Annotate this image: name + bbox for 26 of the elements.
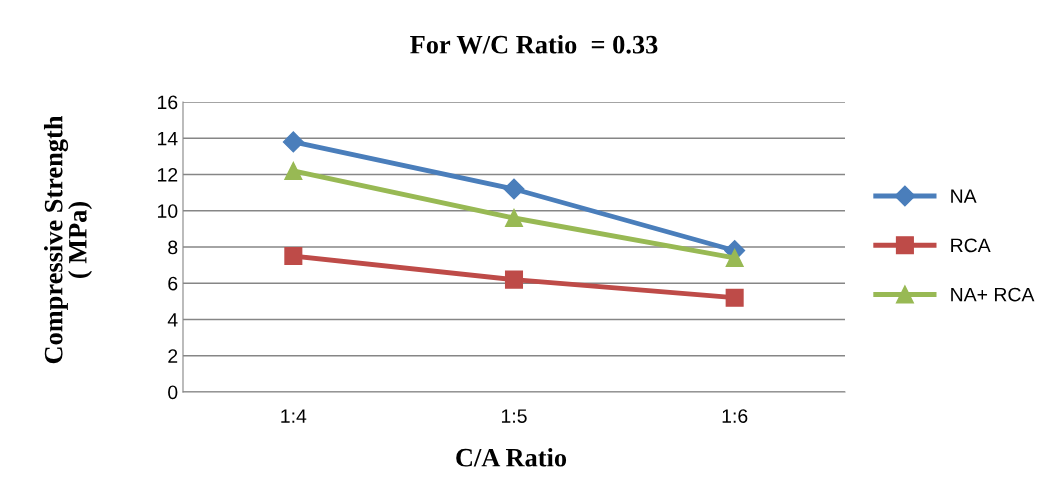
point	[284, 161, 303, 180]
point	[504, 270, 524, 289]
y-axis-title: Compressive Strength ( MPa)	[43, 115, 93, 364]
x-axis-title: C/A Ratio	[456, 448, 567, 467]
x-tick-label: 1:5	[501, 409, 527, 423]
point	[725, 248, 744, 267]
y-tick-label: 14	[158, 131, 178, 146]
legend-label: NA+ RCA	[951, 287, 1035, 302]
y-tick-label: 0	[168, 385, 178, 400]
point	[503, 178, 525, 200]
y-tick-label: 2	[168, 349, 178, 363]
point	[504, 208, 524, 228]
y-tick-label: 4	[167, 313, 178, 327]
point	[282, 131, 304, 153]
legend-label: NA	[951, 189, 977, 203]
y-tick-label: 16	[158, 95, 178, 110]
y-tick-label: 12	[158, 167, 178, 182]
point	[284, 247, 303, 266]
legend-label: RCA	[951, 238, 991, 253]
x-tick-label: 1:4	[281, 409, 307, 423]
x-tick-label: 1:6	[722, 409, 748, 423]
point	[725, 288, 744, 307]
y-tick-label: 10	[158, 204, 178, 218]
chart-title: For W/C Ratio = 0.33	[410, 35, 658, 54]
y-tick-label: 8	[168, 240, 178, 255]
y-tick-label: 6	[168, 276, 178, 291]
